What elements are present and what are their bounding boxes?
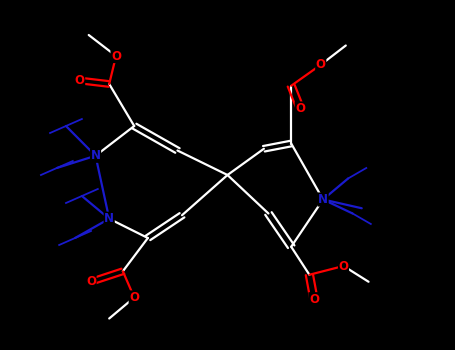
Text: N: N bbox=[91, 149, 101, 162]
Text: O: O bbox=[86, 275, 96, 288]
Text: O: O bbox=[339, 259, 349, 273]
Text: O: O bbox=[129, 291, 139, 304]
Text: O: O bbox=[295, 102, 305, 115]
Text: O: O bbox=[75, 74, 85, 87]
Text: O: O bbox=[111, 49, 121, 63]
Text: N: N bbox=[104, 212, 114, 225]
Text: N: N bbox=[318, 193, 328, 206]
Text: O: O bbox=[309, 293, 319, 306]
Text: O: O bbox=[316, 58, 326, 71]
